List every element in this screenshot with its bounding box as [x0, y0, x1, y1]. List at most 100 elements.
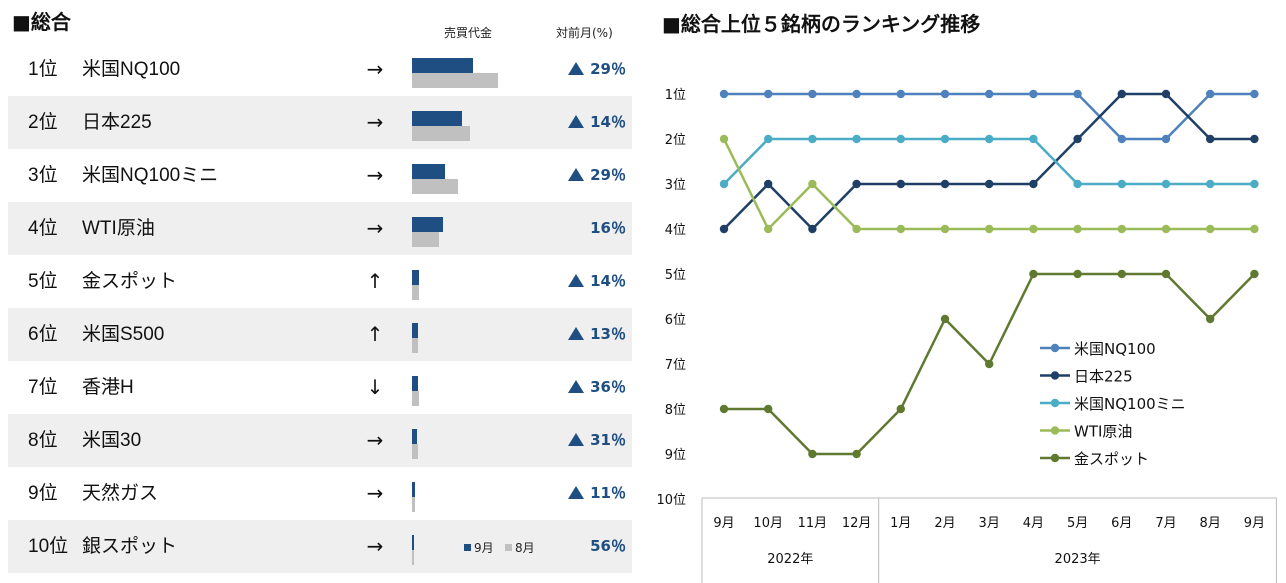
volume-bar-sep	[412, 376, 418, 391]
data-point	[764, 89, 773, 99]
legend-swatch-marker	[1050, 398, 1060, 408]
trend-arrow-icon: →	[366, 216, 384, 240]
data-point	[808, 134, 817, 144]
volume-bar-sep	[412, 217, 443, 232]
volume-bar-aug	[412, 338, 418, 353]
ranking-row: 10位 銀スポット → 56％	[8, 520, 632, 573]
legend-entry: 米国NQ100ミニ	[1074, 395, 1186, 413]
data-point	[1117, 134, 1126, 144]
x-tick-label: 8月	[1200, 516, 1221, 531]
data-point	[1029, 269, 1038, 279]
volume-bar-sep	[412, 429, 417, 444]
volume-bar-aug	[412, 391, 419, 406]
data-point	[852, 224, 861, 234]
x-tick-label: 12月	[842, 516, 872, 531]
up-triangle-icon	[568, 115, 585, 128]
volume-bar-sep	[412, 58, 473, 73]
instrument-name: WTI原油	[82, 218, 155, 239]
legend-aug: 8月	[505, 539, 535, 556]
instrument-name: 米国NQ100	[82, 59, 181, 80]
data-point	[1250, 179, 1259, 189]
mom-change: 11％	[568, 467, 626, 520]
data-point	[764, 134, 773, 144]
year-group-label: 2023年	[1055, 552, 1101, 567]
mom-value: 29％	[590, 60, 626, 78]
data-point	[719, 224, 729, 234]
data-point	[985, 179, 994, 189]
rank-label: 8位	[28, 430, 58, 451]
y-tick-label: 7位	[665, 358, 686, 373]
y-tick-label: 9位	[665, 448, 686, 463]
series-line	[724, 92, 1255, 141]
legend-entry: 米国NQ100	[1074, 340, 1156, 358]
x-tick-label: 5月	[1067, 516, 1088, 531]
y-tick-label: 2位	[665, 133, 686, 148]
data-point	[1206, 224, 1215, 234]
data-point	[985, 134, 994, 144]
trend-arrow-icon: ↑	[366, 269, 384, 293]
series-line	[723, 92, 1255, 231]
data-point	[764, 404, 773, 414]
series-line	[723, 137, 1255, 186]
legend-aug-swatch	[505, 544, 512, 551]
volume-bar-sep	[412, 164, 445, 179]
chart-title: ■総合上位５銘柄のランキング推移	[662, 12, 981, 36]
data-point	[1029, 89, 1038, 99]
volume-bar-aug	[412, 73, 498, 88]
data-point	[719, 179, 729, 189]
mom-change: 14％	[568, 255, 626, 308]
mom-value: 31％	[590, 431, 626, 449]
legend-aug-label: 8月	[515, 541, 535, 555]
trend-arrow-icon: →	[366, 110, 384, 134]
data-point	[1250, 224, 1259, 234]
data-point	[1161, 179, 1171, 189]
mom-change: 29％	[568, 43, 626, 96]
data-point	[1117, 269, 1126, 279]
y-tick-label: 5位	[665, 268, 686, 283]
up-triangle-icon	[568, 168, 585, 181]
mom-change: 13％	[568, 308, 626, 361]
data-point	[1073, 134, 1082, 144]
instrument-name: 日本225	[82, 112, 152, 133]
data-point	[1206, 314, 1215, 324]
mom-value: 11％	[590, 484, 626, 502]
rank-label: 7位	[28, 377, 58, 398]
data-point	[808, 89, 817, 99]
mom-value: 29％	[590, 166, 626, 184]
instrument-name: 香港H	[82, 377, 134, 398]
data-point	[1250, 269, 1259, 279]
ranking-row: 4位 WTI原油 → 16％	[8, 202, 632, 255]
up-triangle-icon	[568, 327, 585, 340]
y-tick-label: 6位	[665, 313, 686, 328]
trend-arrow-icon: →	[366, 57, 384, 81]
mom-change: 31％	[568, 414, 626, 467]
legend-swatch-marker	[1050, 343, 1060, 353]
mom-value: 14％	[590, 272, 626, 290]
data-point	[896, 179, 905, 189]
data-point	[940, 224, 950, 234]
data-point	[940, 134, 950, 144]
legend-entry: 金スポット	[1074, 450, 1149, 468]
data-point	[1073, 224, 1082, 234]
ranking-row: 2位 日本225 → 14％	[8, 96, 632, 149]
up-triangle-icon	[568, 274, 585, 287]
x-tick-label: 9月	[713, 516, 734, 531]
ranking-chart-panel: ■総合上位５銘柄のランキング推移 1位 2位 3位 4位 5位 6位 7位 8位 9位 10位 9月…	[640, 0, 1286, 583]
mom-value: 16％	[590, 219, 626, 237]
data-point	[1029, 134, 1038, 144]
data-point	[719, 134, 729, 144]
x-tick-label: 2月	[934, 516, 955, 531]
data-point	[852, 449, 861, 459]
mom-change: 16％	[590, 202, 626, 255]
ranking-row: 6位 米国S500 ↑ 13％	[8, 308, 632, 361]
up-triangle-icon	[568, 433, 585, 446]
trend-arrow-icon: ↓	[366, 375, 384, 399]
data-point	[1250, 89, 1259, 99]
data-point	[1117, 179, 1126, 189]
legend-swatch-marker	[1050, 453, 1060, 463]
trend-arrow-icon: →	[366, 481, 384, 505]
volume-bar-aug	[412, 232, 439, 247]
x-tick-label: 9月	[1244, 516, 1265, 531]
mom-header: 対前月(%)	[556, 26, 613, 40]
ranking-row: 7位 香港H ↓ 36％	[8, 361, 632, 414]
